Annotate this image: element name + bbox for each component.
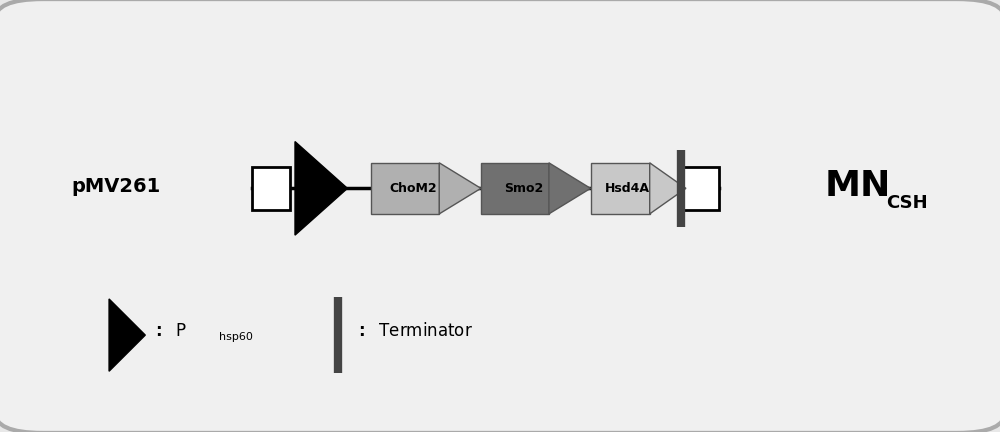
Text: CSH: CSH: [886, 194, 928, 212]
Polygon shape: [650, 163, 686, 214]
Text: hsp60: hsp60: [219, 332, 253, 342]
Polygon shape: [439, 163, 481, 214]
Bar: [591, 163, 650, 214]
Polygon shape: [295, 142, 347, 235]
Bar: [371, 163, 439, 214]
Text: $\mathbf{:}$  P: $\mathbf{:}$ P: [152, 322, 187, 340]
Text: ChoM2: ChoM2: [390, 182, 437, 195]
Polygon shape: [549, 163, 591, 214]
Text: Hsd4A: Hsd4A: [605, 182, 650, 195]
Bar: [481, 163, 549, 214]
Text: $\mathbf{:}$  Terminator: $\mathbf{:}$ Terminator: [355, 322, 473, 340]
Polygon shape: [109, 299, 145, 371]
Bar: [681, 167, 719, 210]
Text: Smo2: Smo2: [504, 182, 543, 195]
Text: MN: MN: [824, 169, 891, 203]
Text: pMV261: pMV261: [71, 177, 160, 196]
Bar: [252, 167, 290, 210]
